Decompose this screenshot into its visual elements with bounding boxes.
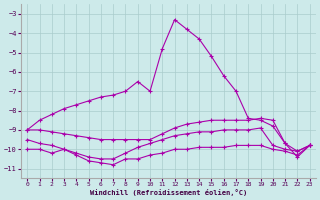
X-axis label: Windchill (Refroidissement éolien,°C): Windchill (Refroidissement éolien,°C) (90, 189, 247, 196)
